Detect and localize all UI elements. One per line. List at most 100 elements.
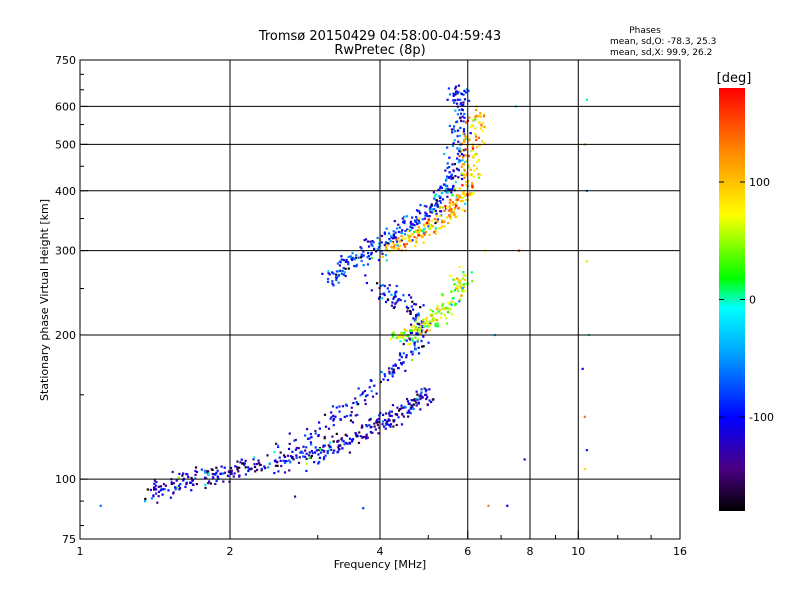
echo-point: [363, 399, 367, 402]
echo-point: [434, 232, 437, 235]
echo-point: [369, 431, 372, 434]
echo-point: [273, 471, 276, 475]
echo-point: [286, 454, 290, 457]
echo-point: [292, 458, 295, 461]
echo-point: [408, 293, 411, 297]
echo-point: [396, 242, 399, 246]
echo-point: [429, 313, 432, 316]
echo-point: [409, 412, 412, 415]
echo-point: [477, 136, 480, 139]
echo-point: [452, 99, 455, 102]
echo-point: [341, 269, 344, 273]
echo-point: [415, 401, 418, 404]
echo-point: [450, 173, 453, 176]
echo-point: [380, 241, 383, 244]
echo-point: [436, 319, 439, 322]
echo-point: [340, 272, 343, 275]
echo-point: [430, 320, 433, 323]
echo-point: [170, 482, 173, 485]
echo-point: [477, 176, 481, 179]
echo-point: [257, 459, 260, 462]
echo-point: [342, 440, 345, 443]
echo-point: [470, 271, 473, 274]
echo-point: [448, 209, 451, 212]
echo-point: [394, 363, 397, 366]
echo-point: [413, 328, 416, 332]
echo-point: [289, 461, 292, 464]
echo-point: [237, 470, 240, 473]
echo-point: [454, 207, 457, 210]
echo-point: [466, 282, 469, 285]
echo-point: [464, 160, 467, 164]
echo-point: [362, 254, 365, 257]
echo-point: [323, 444, 326, 447]
echo-point: [345, 258, 348, 262]
echo-point: [295, 454, 298, 457]
echo-point: [444, 317, 448, 320]
echo-point: [430, 208, 433, 211]
echo-point: [409, 331, 412, 335]
echo-point: [344, 274, 347, 278]
echo-point: [360, 424, 364, 427]
echo-point: [377, 245, 381, 249]
echo-point: [463, 209, 467, 212]
echo-point: [472, 164, 476, 167]
echo-point: [454, 180, 458, 184]
echo-point: [267, 466, 270, 469]
echo-point: [416, 218, 419, 221]
echo-point: [365, 435, 368, 438]
echo-point: [277, 470, 280, 473]
echo-point: [169, 496, 172, 499]
echo-point: [366, 240, 370, 243]
echo-point: [449, 216, 452, 219]
echo-point: [233, 472, 236, 475]
echo-point: [464, 91, 468, 94]
echo-point: [583, 415, 586, 418]
echo-point: [363, 239, 366, 242]
echo-point: [373, 247, 376, 250]
echo-point: [294, 438, 297, 442]
x-axis-label: Frequency [MHz]: [334, 558, 426, 571]
echo-point: [348, 451, 352, 454]
echo-point: [415, 237, 418, 240]
echo-point: [370, 253, 373, 256]
echo-point: [402, 343, 405, 346]
echo-point: [435, 199, 438, 202]
echo-point: [439, 185, 442, 188]
echo-point: [200, 468, 203, 471]
echo-point: [406, 411, 409, 414]
echo-point: [443, 209, 446, 212]
echo-point: [419, 408, 422, 411]
echo-point: [338, 405, 341, 408]
echo-point: [326, 450, 329, 453]
echo-point: [226, 474, 230, 477]
echo-point: [216, 469, 219, 472]
echo-point: [397, 416, 400, 419]
echo-point: [205, 477, 208, 480]
echo-point: [417, 229, 420, 232]
echo-point: [432, 208, 435, 211]
echo-point: [461, 208, 464, 211]
echo-point: [421, 229, 425, 232]
echo-point: [455, 198, 458, 201]
echo-point: [318, 456, 322, 459]
echo-point: [347, 255, 350, 258]
echo-point: [471, 118, 474, 121]
echo-point: [435, 214, 438, 217]
echo-point: [360, 254, 363, 257]
echo-point: [383, 418, 387, 422]
echo-point: [392, 234, 395, 237]
echo-point: [383, 232, 386, 236]
echo-point: [479, 127, 483, 130]
echo-point: [415, 240, 418, 243]
echo-point: [441, 219, 444, 222]
echo-point: [422, 223, 425, 226]
echo-point: [369, 240, 372, 243]
echo-point: [345, 414, 349, 418]
echo-point: [434, 204, 437, 207]
echo-point: [422, 325, 426, 328]
echo-point: [172, 482, 175, 485]
echo-point: [410, 326, 413, 329]
echo-point: [377, 297, 381, 300]
echo-point: [436, 322, 439, 325]
